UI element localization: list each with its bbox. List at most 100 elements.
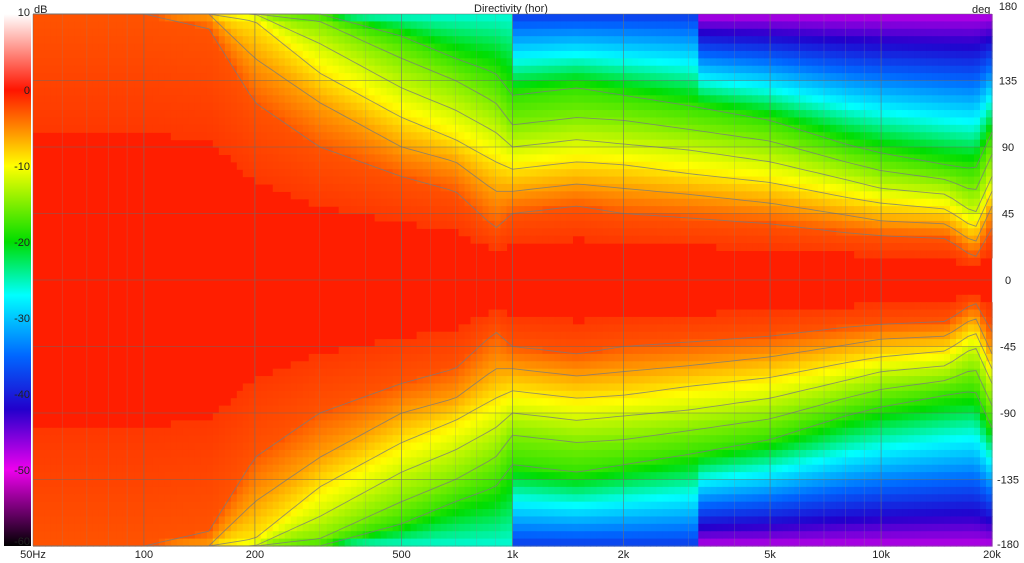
heatmap-cell [188,36,196,45]
heatmap-cell [476,161,484,170]
heatmap-cell [350,110,358,119]
heatmap-cell [440,442,448,451]
heatmap-cell [284,449,292,458]
heatmap-cell [350,65,358,74]
heatmap-cell [554,87,562,96]
heatmap-cell [518,442,526,451]
heatmap-cell [524,383,532,392]
heatmap-cell [608,21,615,30]
heatmap-cell [422,501,430,510]
heatmap-cell [332,479,340,488]
heatmap-cell [236,43,244,52]
heatmap-cell [566,376,574,385]
heatmap-cell [368,58,376,67]
heatmap-cell [182,523,190,532]
heatmap-cell [368,486,376,495]
heatmap-cell [518,538,526,547]
heatmap-cell [470,405,478,414]
heatmap-cell [320,464,328,473]
heatmap-cell [458,383,466,392]
heatmap-cell [578,531,586,540]
heatmap-cell [200,28,208,37]
heatmap-cell [590,169,598,178]
heatmap-cell [33,457,40,466]
heatmap-cell [62,95,70,104]
heatmap-cell [236,486,244,495]
heatmap-cell [176,509,184,518]
heatmap-cell [410,43,418,52]
heatmap-cell [476,213,484,222]
heatmap-cell [380,390,388,399]
heatmap-cell [206,523,214,532]
heatmap-cell [590,124,598,133]
heatmap-cell [482,228,490,237]
heatmap-cell [68,523,76,532]
heatmap-cell [572,228,580,237]
heatmap-cell [452,538,460,547]
heatmap-cell [80,124,88,133]
heatmap-cell [602,486,609,495]
heatmap-cell [404,376,412,385]
heatmap-cell [356,427,364,436]
heatmap-cell [296,509,304,518]
heatmap-cell [392,383,400,392]
heatmap-cell [386,65,394,74]
heatmap-cell [218,36,226,45]
heatmap-cell [434,220,442,229]
heatmap-cell [182,457,190,466]
heatmap-cell [644,21,651,30]
heatmap-cell [260,161,268,170]
heatmap-cell [260,21,268,30]
heatmap-cell [158,427,166,436]
heatmap-cell [74,102,82,111]
heatmap-cell [296,435,304,444]
heatmap-cell [638,65,645,74]
heatmap-cell [542,58,550,67]
heatmap-cell [548,95,556,104]
heatmap-cell [506,80,514,89]
heatmap-cell [638,353,645,362]
heatmap-cell [272,494,280,503]
heatmap-cell [572,449,580,458]
heatmap-cell [500,331,508,340]
heatmap-cell [488,516,496,525]
heatmap-cell [596,509,603,518]
heatmap-cell [518,213,526,222]
heatmap-cell [548,353,556,362]
heatmap-cell [536,346,544,355]
heatmap-cell [602,65,609,74]
heatmap-cell [356,50,364,59]
heatmap-cell [254,176,262,185]
heatmap-cell [488,413,496,421]
heatmap-cell [542,21,550,30]
heatmap-cell [314,21,322,30]
heatmap-cell [416,14,424,22]
heatmap-cell [494,169,502,178]
heatmap-cell [146,58,154,67]
heatmap-cell [320,50,328,59]
heatmap-cell [350,95,358,104]
heatmap-cell [572,169,580,178]
heatmap-cell [440,390,448,399]
heatmap-cell [266,161,274,170]
heatmap-cell [614,235,621,244]
heatmap-cell [584,413,592,421]
heatmap-cell [236,28,244,37]
heatmap-cell [350,161,358,170]
heatmap-cell [518,353,526,362]
heatmap-cell [530,464,538,473]
heatmap-cell [62,509,70,518]
heatmap-cell [146,442,154,451]
heatmap-cell [236,509,244,518]
heatmap-cell [248,65,256,74]
heatmap-cell [200,516,208,525]
heatmap-cell [440,28,448,37]
heatmap-cell [524,339,532,348]
heatmap-cell [536,316,544,325]
heatmap-cell [356,58,364,67]
heatmap-cell [596,324,603,333]
heatmap-cell [92,479,100,488]
heatmap-cell [206,427,214,436]
heatmap-cell [572,28,580,37]
heatmap-cell [374,154,382,163]
